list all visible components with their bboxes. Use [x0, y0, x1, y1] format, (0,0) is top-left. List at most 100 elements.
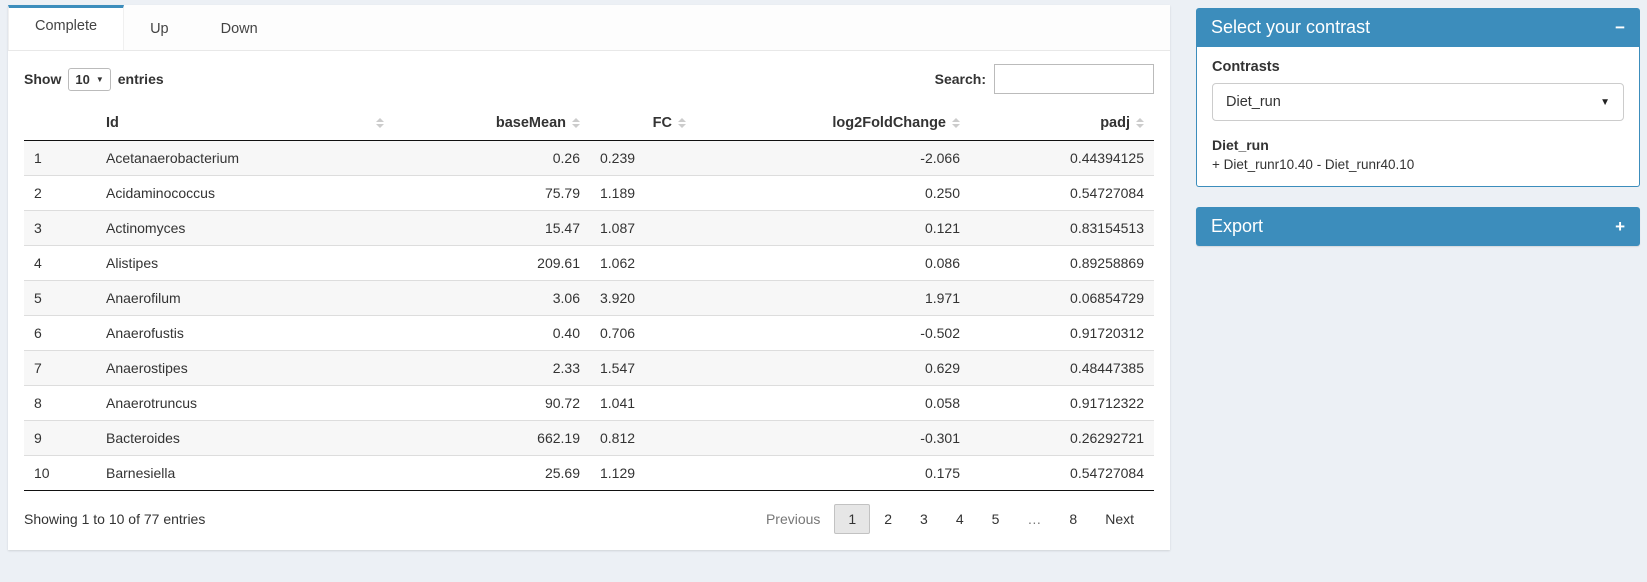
cell-rownum: 6 [24, 315, 96, 351]
export-box-header[interactable]: Export + [1196, 207, 1640, 246]
cell-id: Anaerofustis [96, 315, 394, 351]
header-fc[interactable]: FC [590, 106, 696, 141]
table-row[interactable]: 6 Anaerofustis 0.40 0.706 -0.502 0.91720… [24, 315, 1154, 351]
pagination-page-1[interactable]: 1 [834, 504, 871, 534]
header-rownum [24, 106, 96, 141]
cell-rownum: 10 [24, 455, 96, 491]
pagination-page-2[interactable]: 2 [884, 511, 893, 527]
cell-rownum: 3 [24, 210, 96, 246]
table-row[interactable]: 10 Barnesiella 25.69 1.129 0.175 0.54727… [24, 455, 1154, 491]
table-row[interactable]: 4 Alistipes 209.61 1.062 0.086 0.8925886… [24, 245, 1154, 281]
cell-log2fc: 0.175 [696, 455, 970, 491]
pagination-page-8[interactable]: 8 [1069, 511, 1078, 527]
cell-id: Acetanaerobacterium [106, 150, 240, 166]
header-log2foldchange[interactable]: log2FoldChange [696, 106, 970, 141]
contrast-formula: + Diet_runr10.40 - Diet_runr40.10 [1212, 157, 1415, 172]
cell-padj: 0.26292721 [970, 420, 1154, 456]
cell-log2fc: 1.971 [696, 280, 970, 316]
contrast-name: Diet_run [1212, 137, 1269, 153]
pagination-previous[interactable]: Previous [765, 511, 821, 527]
cell-fc: 0.706 [590, 315, 696, 351]
sort-icon [572, 118, 580, 128]
tab-down[interactable]: Down [220, 21, 258, 37]
search-control: Search: [935, 64, 1154, 94]
cell-id: Actinomyces [96, 210, 394, 246]
sort-icon [952, 118, 960, 128]
table-row[interactable]: 1 Acetanaerobacterium 0.26 0.239 -2.066 … [24, 140, 1154, 176]
pagination-page-4[interactable]: 4 [955, 511, 964, 527]
search-input[interactable] [994, 64, 1154, 94]
contrast-box-header[interactable]: Select your contrast − [1196, 8, 1640, 47]
cell-padj: 0.54727084 [970, 175, 1154, 211]
header-basemean[interactable]: baseMean [394, 106, 590, 141]
pagination-next[interactable]: Next [1105, 511, 1134, 527]
header-id-label: Id [106, 115, 119, 131]
tab-complete[interactable]: Complete [8, 5, 125, 50]
cell-rownum: 4 [24, 245, 96, 281]
export-box-title: Export [1211, 216, 1264, 236]
sort-icon [1136, 118, 1144, 128]
cell-fc: 1.041 [590, 385, 696, 421]
cell-rownum: 5 [24, 280, 96, 316]
cell-fc: 1.189 [590, 175, 696, 211]
results-card: Complete Up Down Show 10 ▼ entries Searc… [8, 5, 1170, 550]
results-table: Id baseMean FC [24, 106, 1154, 491]
entries-info: Showing 1 to 10 of 77 entries [24, 511, 206, 527]
header-log2foldchange-label: log2FoldChange [832, 115, 946, 131]
cell-id: Anaerofilum [96, 280, 394, 316]
cell-basemean: 90.72 [394, 385, 590, 421]
cell-log2fc: 0.121 [696, 210, 970, 246]
contrast-box-title: Select your contrast [1211, 17, 1371, 37]
contrasts-label: Contrasts [1212, 59, 1280, 75]
cell-rownum: 9 [24, 420, 96, 456]
cell-fc: 1.129 [590, 455, 696, 491]
cell-basemean: 15.47 [394, 210, 590, 246]
cell-log2fc: -2.066 [920, 150, 960, 166]
header-padj-label: padj [1100, 115, 1130, 131]
table-row[interactable]: 5 Anaerofilum 3.06 3.920 1.971 0.0685472… [24, 280, 1154, 316]
cell-basemean: 209.61 [394, 245, 590, 281]
table-header-row: Id baseMean FC [24, 106, 1154, 141]
table-row[interactable]: 7 Anaerostipes 2.33 1.547 0.629 0.484473… [24, 350, 1154, 386]
page-length-control: Show 10 ▼ entries [24, 67, 164, 91]
sort-icon [678, 118, 686, 128]
tab-up[interactable]: Up [150, 21, 169, 37]
tabstrip: Complete Up Down [8, 5, 1170, 51]
page: Complete Up Down Show 10 ▼ entries Searc… [8, 5, 1640, 550]
cell-basemean: 3.06 [394, 280, 590, 316]
cell-rownum: 2 [24, 175, 96, 211]
cell-log2fc: 0.629 [696, 350, 970, 386]
table-row[interactable]: 3 Actinomyces 15.47 1.087 0.121 0.831545… [24, 210, 1154, 246]
expand-plus-icon[interactable]: + [1615, 216, 1625, 236]
table-row[interactable]: 2 Acidaminococcus 75.79 1.189 0.250 0.54… [24, 175, 1154, 211]
cell-basemean: 75.79 [394, 175, 590, 211]
cell-fc: 3.920 [590, 280, 696, 316]
cell-fc: 0.239 [600, 150, 636, 166]
table-row[interactable]: 8 Anaerotruncus 90.72 1.041 0.058 0.9171… [24, 385, 1154, 421]
cell-id: Alistipes [96, 245, 394, 281]
page-length-select[interactable]: 10 ▼ [68, 67, 111, 91]
search-label: Search: [934, 71, 986, 87]
cell-fc: 1.062 [590, 245, 696, 281]
cell-id: Bacteroides [96, 420, 394, 456]
pagination-page-3[interactable]: 3 [920, 511, 928, 527]
table-row[interactable]: 9 Bacteroides 662.19 0.812 -0.301 0.2629… [24, 420, 1154, 456]
contrast-select[interactable]: Diet_run ▼ [1212, 83, 1624, 121]
contrast-box-body: Contrasts Diet_run ▼ Diet_run + Diet_run… [1196, 47, 1640, 187]
cell-padj: 0.54727084 [970, 455, 1154, 491]
cell-basemean: 662.19 [394, 420, 590, 456]
cell-rownum: 1 [34, 150, 42, 166]
cell-log2fc: 0.058 [696, 385, 970, 421]
cell-padj: 0.06854729 [970, 280, 1154, 316]
cell-id: Acidaminococcus [96, 175, 394, 211]
cell-basemean: 2.33 [394, 350, 590, 386]
cell-fc: 0.812 [590, 420, 696, 456]
header-id[interactable]: Id [96, 106, 394, 141]
show-label: Show [24, 71, 62, 87]
collapse-minus-icon[interactable]: − [1615, 18, 1625, 37]
cell-padj: 0.89258869 [970, 245, 1154, 281]
cell-fc: 1.087 [590, 210, 696, 246]
pagination-page-5[interactable]: 5 [991, 511, 1000, 527]
entries-label: entries [117, 71, 164, 87]
header-padj[interactable]: padj [970, 106, 1154, 141]
